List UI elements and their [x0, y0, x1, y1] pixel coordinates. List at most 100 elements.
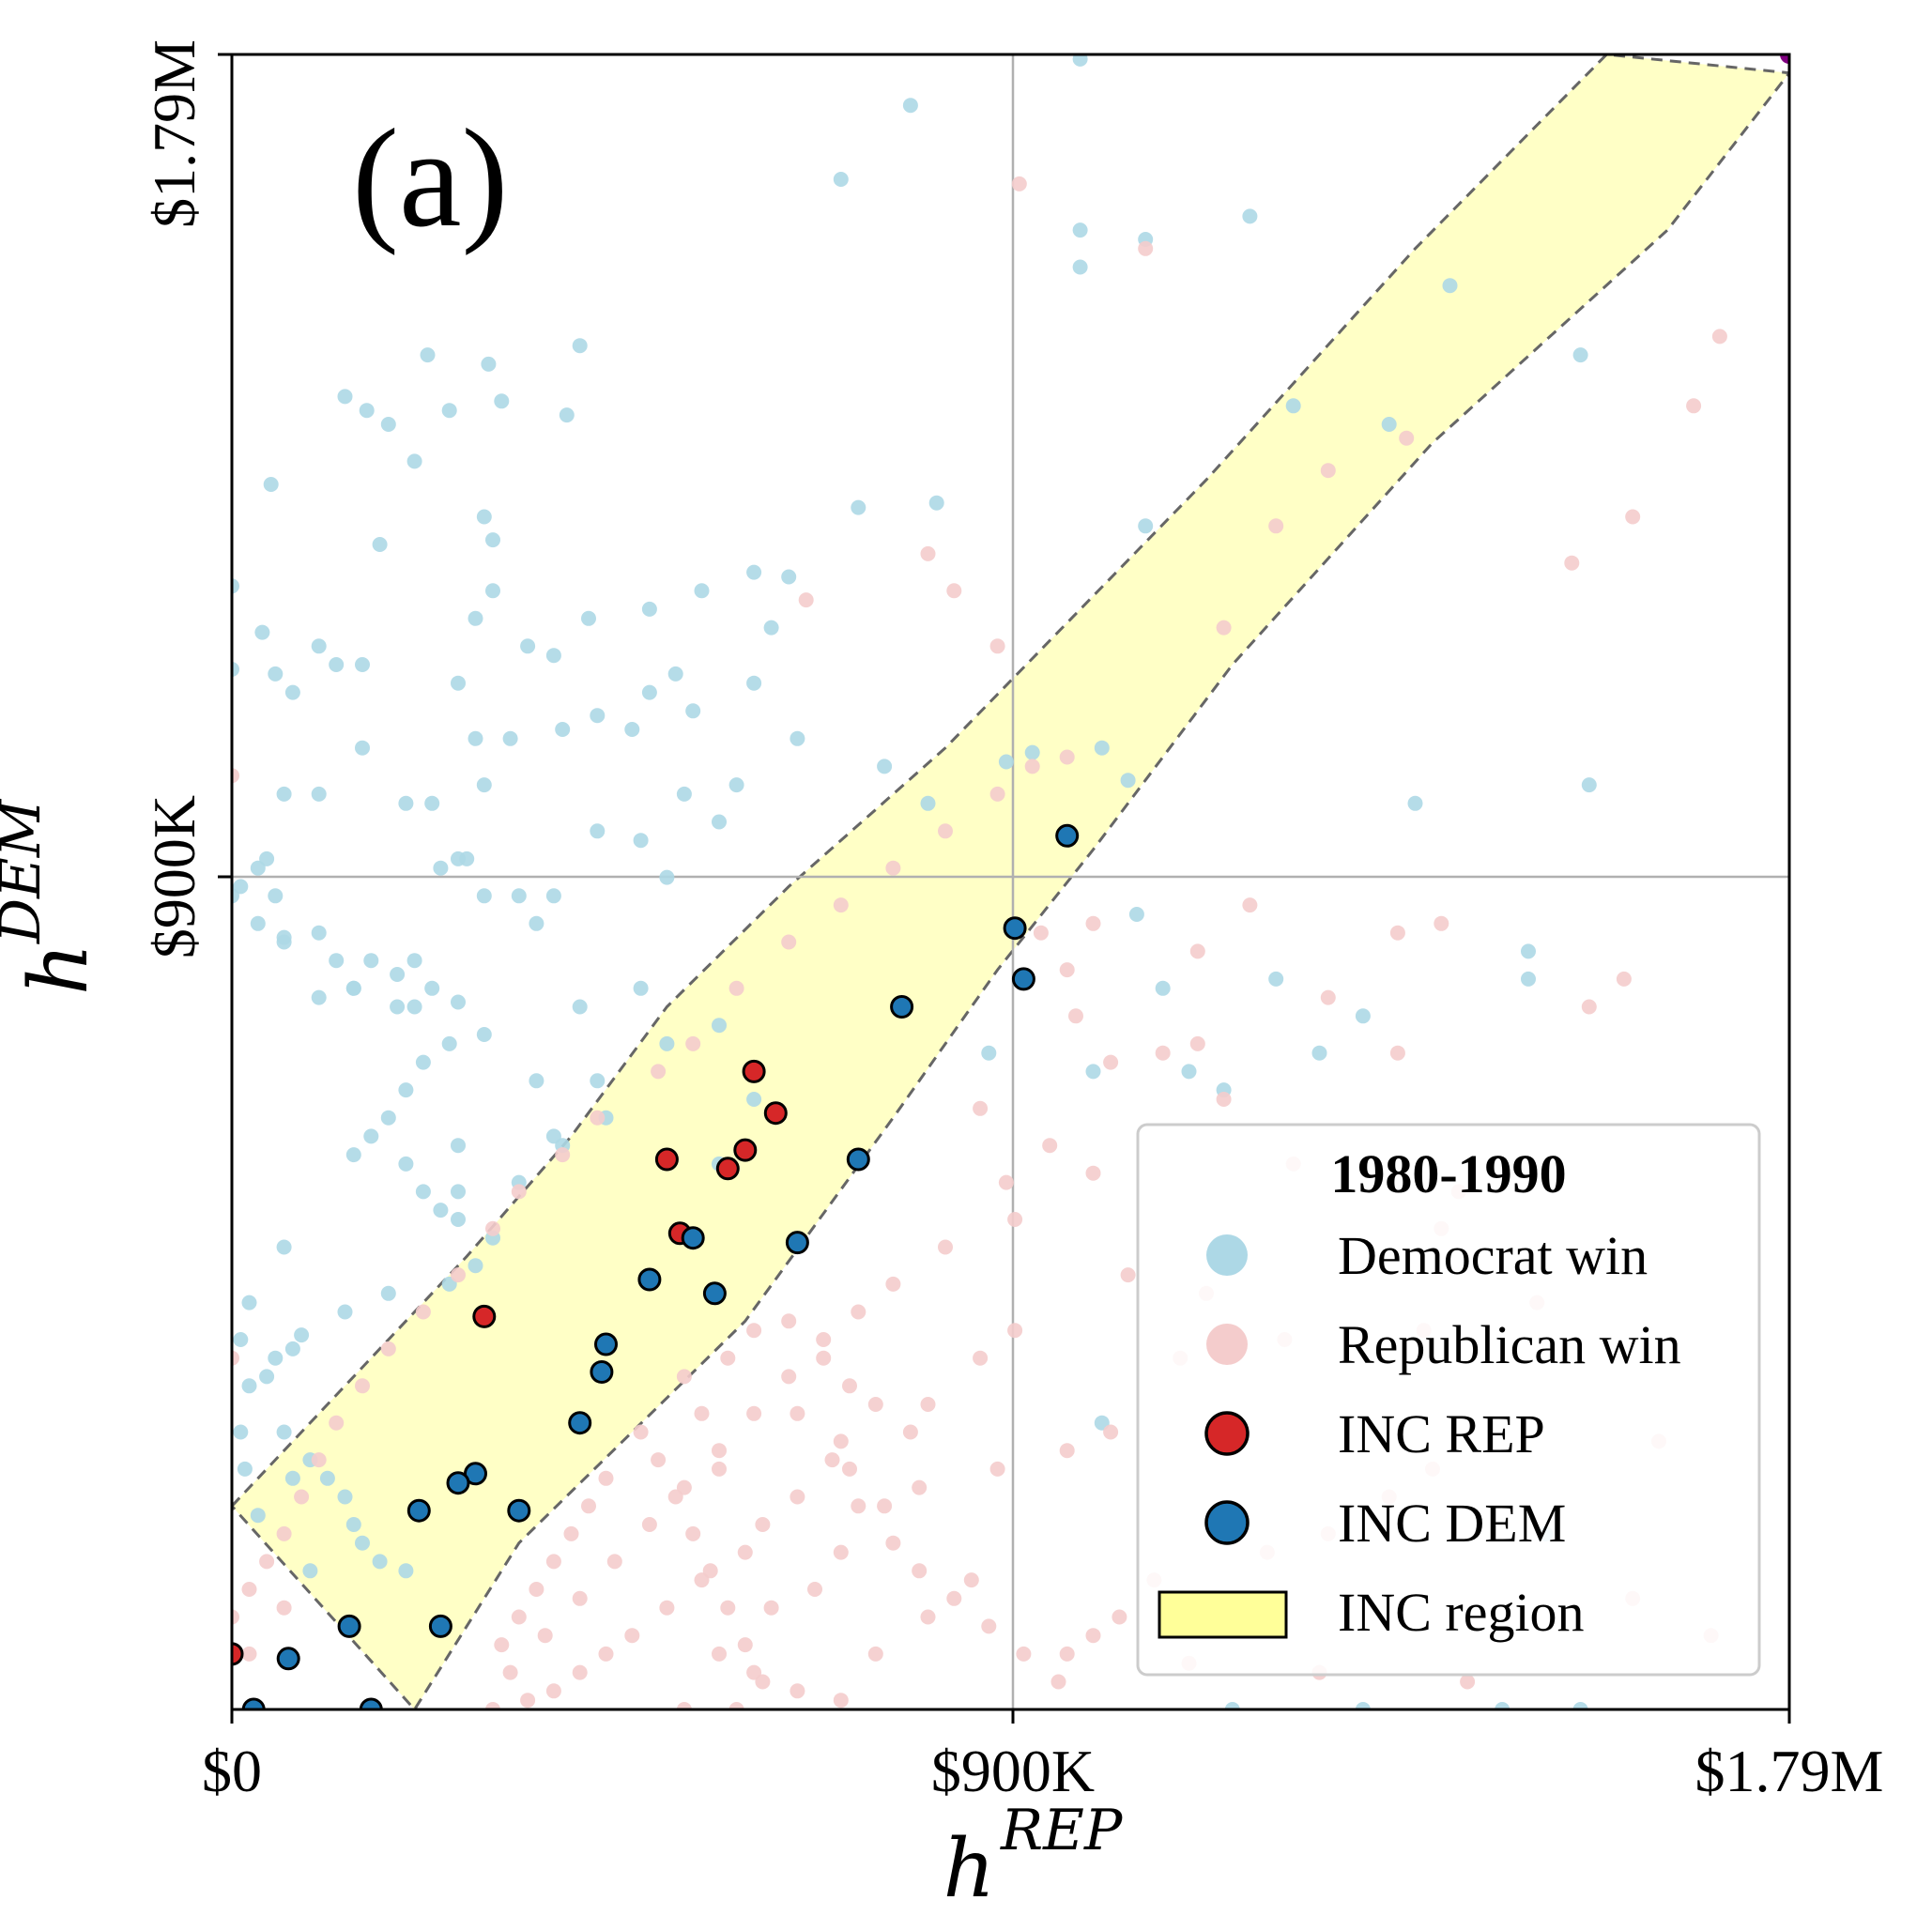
dem-win-point-141: [424, 795, 440, 811]
dem-win-point-123: [1085, 1064, 1101, 1080]
corner-point-0: [1780, 54, 1789, 64]
rep-win-point-44: [1616, 971, 1632, 987]
inc-dem-point-13: [446, 1471, 470, 1495]
y-axis-label-superscript: DEM: [0, 798, 54, 944]
inc-dem-point-8: [702, 1281, 727, 1306]
dem-win-point-120: [1355, 1008, 1371, 1024]
dem-win-point-157: [746, 675, 762, 691]
dem-win-point-149: [476, 777, 492, 793]
dem-win-point-72: [476, 1027, 492, 1042]
rep-win-point-95: [545, 1683, 561, 1699]
dem-win-point-87: [337, 1304, 353, 1320]
dem-win-point-164: [268, 666, 284, 682]
dem-win-point-98: [355, 1535, 370, 1551]
rep-win-point-153: [685, 1525, 701, 1541]
rep-win-point-20: [781, 934, 797, 950]
rep-win-point-76: [676, 1369, 692, 1385]
dem-win-point-55: [529, 915, 544, 931]
rep-win-point-4: [1399, 430, 1415, 446]
rep-win-point-141: [833, 1433, 849, 1449]
rep-win-point-148: [1016, 1646, 1032, 1662]
rep-win-point-69: [877, 1498, 893, 1514]
rep-win-point-66: [1059, 1443, 1075, 1459]
dem-win-point-63: [268, 888, 284, 904]
rep-win-point-58: [973, 1100, 989, 1116]
rep-win-point-131: [746, 1405, 762, 1421]
dem-win-point-158: [763, 620, 779, 636]
dem-win-point-27: [781, 569, 797, 585]
rep-win-point-18: [885, 860, 901, 876]
rep-win-point-26: [511, 1184, 527, 1200]
rep-win-point-144: [885, 1535, 901, 1551]
rep-win-point-32: [329, 1415, 345, 1431]
dem-win-point-130: [1355, 1702, 1371, 1709]
dem-win-point-43: [1024, 744, 1040, 760]
dem-win-point-45: [877, 759, 893, 774]
dem-win-point-135: [284, 1470, 300, 1486]
dem-win-point-112: [712, 1018, 727, 1034]
rep-win-point-54: [1085, 915, 1101, 931]
dem-win-point-29: [928, 495, 944, 511]
rep-win-point-13: [798, 592, 814, 608]
dem-win-point-81: [433, 1203, 449, 1218]
rep-win-point-41: [1389, 925, 1405, 941]
y-axis-label: h: [12, 943, 106, 995]
dem-win-point-74: [415, 1054, 431, 1070]
rep-win-point-17: [938, 823, 953, 839]
dem-win-point-75: [398, 1082, 414, 1098]
rep-win-point-74: [712, 1461, 727, 1477]
rep-win-point-6: [1564, 555, 1580, 571]
rep-win-point-31: [355, 1378, 370, 1394]
rep-win-point-56: [1103, 1054, 1119, 1070]
legend-marker-inc-dem: [1204, 1500, 1250, 1545]
legend-title: 1980-1990: [1330, 1143, 1566, 1204]
inc-dem-point-6: [681, 1226, 705, 1250]
inc-dem-point-15: [406, 1498, 431, 1523]
legend-label-inc-dem: INC DEM: [1338, 1493, 1566, 1554]
rep-win-point-33: [311, 1452, 327, 1468]
dem-win-point-143: [355, 740, 370, 756]
rep-win-point-36: [259, 1554, 275, 1570]
dem-win-point-134: [233, 1332, 249, 1347]
dem-win-point-0: [1072, 54, 1088, 67]
rep-win-point-152: [667, 1489, 683, 1505]
dem-win-point-147: [502, 730, 518, 746]
dem-win-point-70: [424, 980, 440, 996]
dem-win-point-64: [276, 934, 292, 950]
rep-win-point-126: [938, 1239, 953, 1255]
dem-win-point-119: [1268, 971, 1284, 987]
rep-win-point-72: [763, 1600, 779, 1616]
rep-win-point-143: [851, 1498, 866, 1514]
rep-win-point-37: [241, 1582, 257, 1597]
dem-win-point-42: [998, 754, 1014, 770]
dem-win-point-133: [276, 1239, 292, 1255]
rep-win-point-34: [294, 1489, 310, 1505]
rep-win-point-135: [606, 1554, 622, 1570]
rep-win-point-5: [1320, 463, 1336, 479]
rep-win-point-160: [598, 1470, 614, 1486]
dem-win-point-160: [581, 610, 596, 626]
dem-win-point-44: [790, 730, 805, 746]
x-axis-label-superscript: REP: [1000, 1798, 1124, 1863]
rep-win-point-164: [529, 1582, 544, 1597]
rep-win-point-114: [232, 1350, 239, 1366]
rep-win-point-136: [572, 1590, 588, 1606]
dem-win-point-67: [345, 980, 361, 996]
panel-label: (a): [352, 100, 508, 256]
dem-win-point-148: [555, 722, 571, 737]
rep-win-point-46: [1189, 1035, 1205, 1051]
rep-win-point-115: [241, 1646, 257, 1662]
dem-win-point-84: [468, 1258, 483, 1274]
rep-win-point-123: [1085, 1628, 1101, 1644]
dem-win-point-132: [1572, 1702, 1588, 1709]
rep-win-point-22: [685, 1035, 701, 1051]
legend-label-inc-rep: INC REP: [1338, 1403, 1545, 1464]
dem-win-point-166: [311, 638, 327, 654]
dem-win-point-86: [380, 1285, 396, 1301]
dem-win-point-88: [294, 1327, 310, 1343]
dem-win-point-65: [311, 925, 327, 941]
rep-win-point-38: [232, 1609, 239, 1625]
x-axis-label: h: [943, 1822, 995, 1916]
rep-win-point-102: [920, 1609, 936, 1625]
